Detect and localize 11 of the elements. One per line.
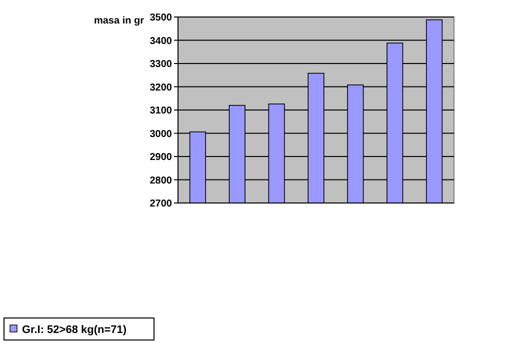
y-tick-label: 2900 <box>150 152 172 163</box>
y-tick-label: 3200 <box>150 82 172 94</box>
y-tick-label: 3000 <box>150 128 172 140</box>
y-tick-label: 3500 <box>150 12 172 24</box>
y-tick-label: 3100 <box>150 106 172 116</box>
legend-label: Gr.I: 52>68 kg(n=71) <box>22 324 127 336</box>
y-tick-label: 3400 <box>150 36 172 47</box>
y-tick-label: 3300 <box>150 59 172 70</box>
y-tick-label: 2800 <box>150 175 172 186</box>
y-tick-label: 2700 <box>150 198 172 210</box>
y-axis-title: masa in gr <box>94 16 144 26</box>
